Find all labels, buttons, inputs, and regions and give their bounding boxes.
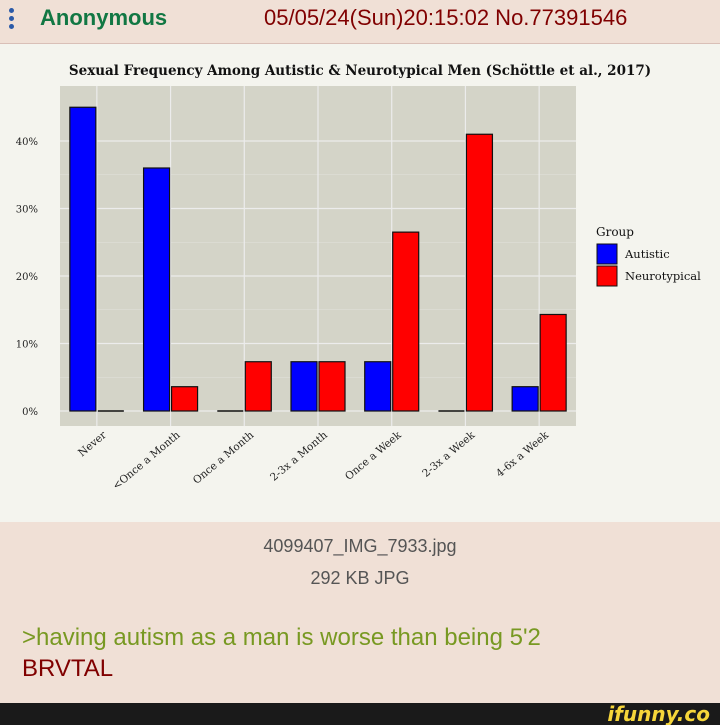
- legend-title: Group: [596, 225, 634, 239]
- legend-label-autistic: Autistic: [624, 247, 670, 261]
- comment-text: BRVTAL: [22, 655, 114, 682]
- x-tick-label: 2-3x a Month: [268, 429, 330, 484]
- bar-autistic: [290, 361, 318, 412]
- legend-label-neurotypical: Neurotypical: [625, 269, 701, 283]
- bar-neurotypical: [318, 361, 346, 412]
- bar-neurotypical: [170, 386, 199, 412]
- y-tick-label: 0%: [22, 407, 38, 418]
- x-tick-label: Once a Week: [343, 429, 404, 483]
- legend-swatch-neurotypical: [596, 265, 618, 287]
- file-size: 292 KB JPG: [310, 568, 410, 588]
- y-tick-label: 10%: [16, 340, 38, 351]
- y-axis-ticks: 0% 10% 20% 30% 40%: [16, 137, 38, 418]
- bar-autistic: [364, 361, 392, 412]
- x-tick-label: <Once a Month: [110, 429, 182, 492]
- bar-neurotypical: [465, 133, 494, 412]
- bar-neurotypical: [539, 313, 567, 412]
- bar-autistic: [511, 386, 539, 412]
- post-image[interactable]: Sexual Frequency Among Autistic & Neurot…: [0, 44, 720, 522]
- poster-name: Anonymous: [40, 5, 168, 30]
- bar-chart: Sexual Frequency Among Autistic & Neurot…: [16, 63, 701, 492]
- y-tick-label: 30%: [16, 205, 38, 216]
- post-header: Anonymous 05/05/24(Sun)20:15:02 No.77391…: [0, 0, 720, 40]
- x-tick-label: 4-6x a Week: [494, 429, 552, 480]
- bar-neurotypical: [392, 231, 420, 412]
- x-tick-label: Once a Month: [191, 429, 257, 487]
- legend-swatch-autistic: [596, 243, 618, 265]
- header-divider: [0, 43, 720, 44]
- post-comment: >having autism as a man is worse than be…: [22, 622, 541, 684]
- x-tick-label: Never: [76, 428, 109, 459]
- bar-autistic: [142, 167, 171, 412]
- x-axis-ticks: Never <Once a Month Once a Month 2-3x a Mon…: [76, 428, 551, 492]
- ifunny-watermark: ifunny.co: [607, 702, 710, 725]
- file-name[interactable]: 4099407_IMG_7933.jpg: [263, 536, 457, 556]
- greentext-line: >having autism as a man is worse than be…: [22, 624, 541, 651]
- legend: Group Autistic Neurotypical: [596, 225, 701, 287]
- bars: [69, 106, 567, 412]
- more-options-icon[interactable]: [6, 6, 18, 32]
- y-tick-label: 20%: [16, 272, 38, 283]
- x-tick-label: 2-3x a Week: [420, 429, 478, 480]
- footer-bar: ifunny.co: [0, 703, 720, 725]
- post-meta[interactable]: 05/05/24(Sun)20:15:02 No.77391546: [264, 5, 628, 30]
- chart-title: Sexual Frequency Among Autistic & Neurot…: [69, 63, 651, 79]
- bar-autistic: [69, 106, 97, 412]
- y-tick-label: 40%: [16, 137, 38, 148]
- bar-neurotypical: [244, 361, 272, 412]
